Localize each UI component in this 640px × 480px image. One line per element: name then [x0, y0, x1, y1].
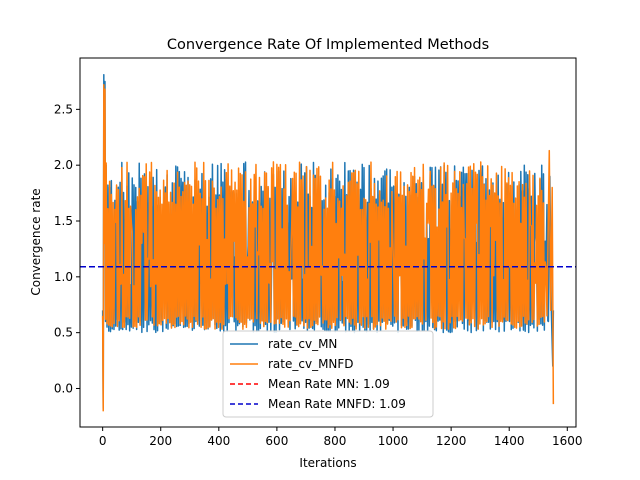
y-axis-label: Convergence rate: [29, 188, 43, 295]
x-tick-label: 400: [207, 434, 230, 448]
legend-label: Mean Rate MN: 1.09: [268, 377, 390, 391]
plot-frame: [79, 57, 577, 428]
x-tick-label: 1200: [436, 434, 467, 448]
series-line-rate-cv-mnfd: [101, 84, 555, 412]
x-axis-ticks: 0 200 400 600 800 1000 1200 1400 1600: [99, 427, 583, 448]
x-tick-label: 1600: [552, 434, 583, 448]
y-tick-label: 1.0: [54, 270, 73, 284]
legend-label: rate_cv_MN: [268, 337, 337, 351]
y-tick-label: 1.5: [54, 214, 73, 228]
x-tick-label: 800: [324, 434, 347, 448]
x-tick-label: 0: [99, 434, 107, 448]
x-tick-label: 600: [265, 434, 288, 448]
legend-label: Mean Rate MNFD: 1.09: [268, 397, 406, 411]
y-tick-label: 2.0: [54, 158, 73, 172]
legend-label: rate_cv_MNFD: [268, 357, 354, 371]
legend: rate_cv_MN rate_cv_MNFD Mean Rate MN: 1.09…: [222, 330, 434, 418]
y-tick-label: 0.0: [54, 381, 73, 395]
y-axis-ticks: 0.0 0.5 1.0 1.5 2.0 2.5: [54, 102, 80, 395]
y-tick-label: 0.5: [54, 326, 73, 340]
x-tick-label: 200: [149, 434, 172, 448]
chart-title: Convergence Rate Of Implemented Methods: [167, 37, 489, 53]
y-tick-label: 2.5: [54, 102, 73, 116]
x-tick-label: 1000: [378, 434, 409, 448]
x-tick-label: 1400: [494, 434, 525, 448]
x-axis-label: Iterations: [299, 456, 356, 470]
